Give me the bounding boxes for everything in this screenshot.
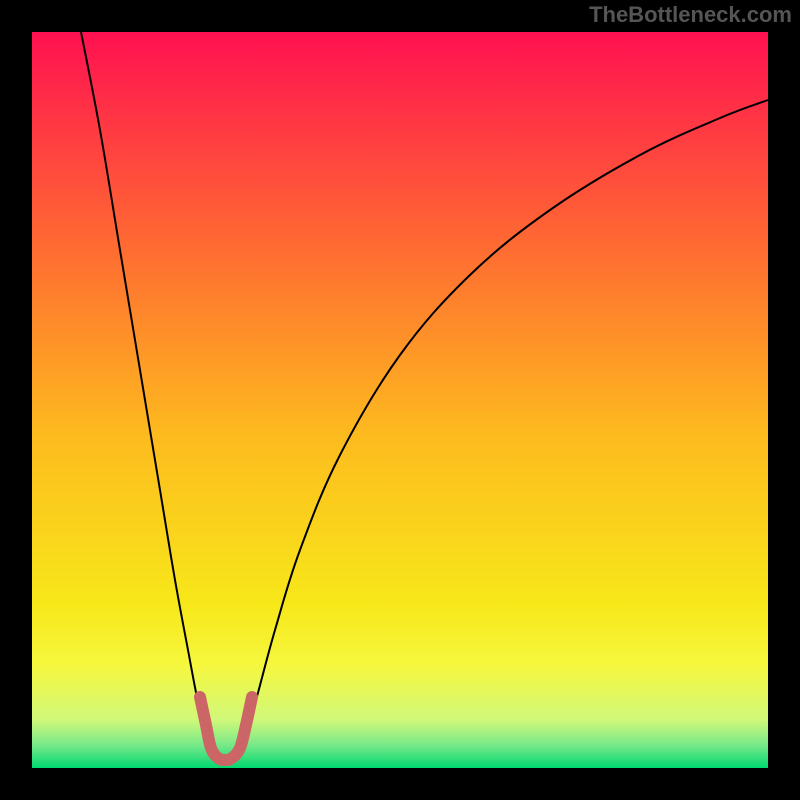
bottleneck-curve-chart: TheBottleneck.com: [0, 0, 800, 800]
chart-container: TheBottleneck.com: [0, 0, 800, 800]
plot-area-gradient: [32, 32, 768, 768]
watermark-text: TheBottleneck.com: [589, 2, 792, 27]
